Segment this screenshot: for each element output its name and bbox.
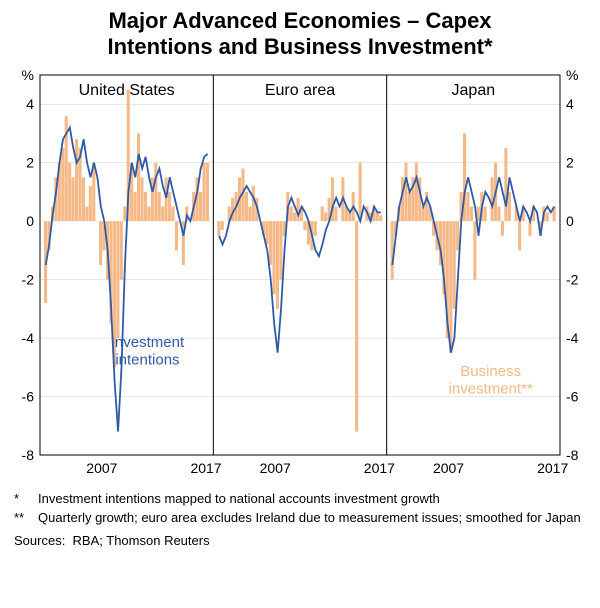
svg-text:Japan: Japan [452,82,496,99]
svg-text:2017: 2017 [537,460,568,476]
svg-text:0: 0 [26,213,34,229]
svg-text:-8: -8 [22,447,35,463]
title-line-1: Major Advanced Economies – Capex [108,8,491,33]
svg-text:2017: 2017 [364,460,395,476]
footnotes: * Investment intentions mapped to nation… [0,485,600,527]
svg-text:United States: United States [79,82,175,99]
sources: Sources: RBA; Thomson Reuters [0,529,600,548]
svg-text:investment**: investment** [449,380,533,397]
svg-text:-4: -4 [22,330,35,346]
footnote-1-text: Investment intentions mapped to national… [38,491,440,508]
svg-text:-6: -6 [22,388,35,404]
svg-text:4: 4 [566,96,574,112]
svg-text:4: 4 [26,96,34,112]
svg-text:2007: 2007 [260,460,291,476]
svg-text:2: 2 [26,154,34,170]
svg-text:-2: -2 [566,271,579,287]
svg-text:Euro area: Euro area [265,82,335,99]
title-line-2: Intentions and Business Investment* [107,34,492,59]
footnote-2: ** Quarterly growth; euro area excludes … [14,510,586,527]
svg-text:-6: -6 [566,388,579,404]
footnote-2-text: Quarterly growth; euro area excludes Ire… [38,510,581,527]
svg-text:2: 2 [566,154,574,170]
svg-text:2017: 2017 [190,460,221,476]
svg-text:-4: -4 [566,330,579,346]
footnote-1-marker: * [14,491,38,508]
footnote-1: * Investment intentions mapped to nation… [14,491,586,508]
svg-text:%: % [22,67,34,83]
svg-text:%: % [566,67,578,83]
sources-text: RBA; Thomson Reuters [73,533,210,548]
svg-text:intentions: intentions [115,351,179,368]
svg-text:Investment: Investment [111,334,185,351]
svg-text:Business: Business [460,363,521,380]
chart-container: Major Advanced Economies – Capex Intenti… [0,0,600,608]
svg-text:2007: 2007 [86,460,117,476]
plot-area: -8-8-6-6-4-4-2-2002244%%United States200… [0,65,600,485]
plot-svg: -8-8-6-6-4-4-2-2002244%%United States200… [0,65,600,485]
svg-text:0: 0 [566,213,574,229]
chart-title: Major Advanced Economies – Capex Intenti… [0,0,600,65]
svg-text:2007: 2007 [433,460,464,476]
sources-label: Sources: [14,533,65,548]
footnote-2-marker: ** [14,510,38,527]
svg-text:-2: -2 [22,271,35,287]
